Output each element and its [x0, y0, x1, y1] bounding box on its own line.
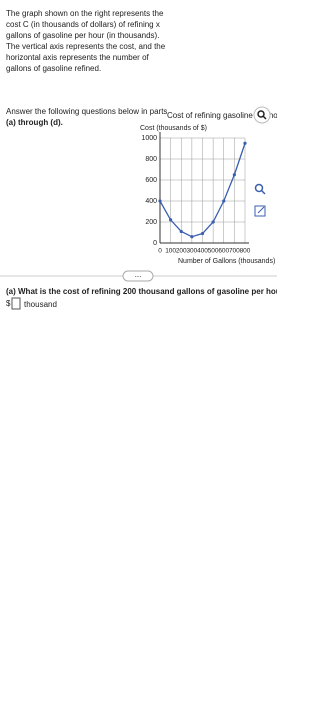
zoom-icon[interactable]	[254, 183, 266, 195]
x-tick-label: 100	[165, 248, 176, 255]
screen: The graph shown on the right represents …	[0, 9, 289, 310]
x-tick-label: 300	[186, 248, 197, 255]
plot: 0 100 200 300 400 500 600 700 800020040060080010…	[141, 132, 251, 255]
page: The graph shown on the right represents …	[0, 9, 289, 310]
intro-line: The graph shown on the right represents …	[6, 9, 164, 18]
point	[190, 235, 194, 239]
y-tick-label: 200	[145, 219, 157, 226]
intro-line: horizontal axis represents the number of	[6, 53, 150, 62]
x-tick-label: 700	[229, 248, 240, 255]
point	[200, 231, 205, 236]
x-tick-label: 0	[158, 248, 162, 255]
y-axis-label: Cost (thousands of $)	[140, 125, 207, 132]
x-tick-label: 200	[176, 248, 187, 255]
y-tick-label: 400	[145, 198, 157, 205]
x-tick-label: 800	[240, 248, 251, 255]
x-tick-label: 500	[208, 248, 219, 255]
intro-line: cost C (in thousands of dollars) of refi…	[6, 20, 160, 29]
y-tick-label: 0	[153, 240, 157, 247]
point	[211, 220, 215, 224]
y-tick-label: 1000	[141, 135, 157, 142]
x-axis-label: Number of Gallons (thousands)	[178, 258, 275, 265]
zoom-icon[interactable]	[253, 106, 271, 124]
intro-line: The vertical axis represents the cost, a…	[6, 42, 166, 51]
y-tick-label: 600	[145, 177, 157, 184]
instructions: Answer the following questions below in …	[6, 107, 167, 116]
more-button[interactable]	[122, 270, 154, 282]
external-link-icon[interactable]	[254, 205, 266, 217]
instructions: (a) through (d).	[6, 118, 63, 127]
question: (a) What is the cost of refining 200 tho…	[6, 287, 277, 296]
answer-input[interactable]	[11, 297, 21, 310]
more-button-label[interactable]: ...	[135, 270, 142, 279]
intro-line: gallons of gasoline per hour (in thousan…	[6, 31, 159, 40]
unit: thousand	[24, 300, 57, 309]
currency: $	[6, 299, 11, 308]
point	[222, 199, 226, 203]
point	[179, 229, 183, 234]
y-tick-label: 800	[145, 156, 157, 163]
intro-line: gallons of gasoline refined.	[6, 64, 101, 73]
intro: The graph shown on the right represents …	[6, 9, 166, 73]
point	[232, 173, 236, 177]
point	[158, 199, 162, 203]
point	[243, 141, 247, 145]
x-tick-label: 400	[197, 248, 208, 255]
x-tick-label: 600	[218, 248, 229, 255]
point	[169, 218, 173, 222]
chart-title: Cost of refining gasoline per hour	[167, 111, 277, 120]
